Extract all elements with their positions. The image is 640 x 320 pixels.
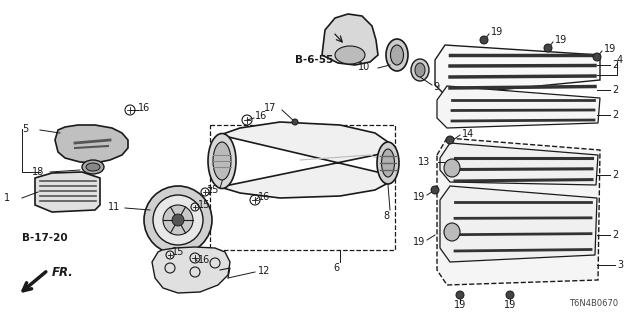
Ellipse shape — [390, 45, 403, 65]
Text: 13: 13 — [418, 157, 430, 167]
Text: FR.: FR. — [52, 266, 74, 278]
Text: 8: 8 — [383, 211, 389, 221]
Circle shape — [153, 195, 203, 245]
Text: 18: 18 — [32, 167, 44, 177]
Text: 2: 2 — [612, 85, 618, 95]
Text: 19: 19 — [555, 35, 567, 45]
Text: 19: 19 — [454, 300, 466, 310]
Text: 11: 11 — [108, 202, 120, 212]
Circle shape — [593, 53, 601, 61]
Text: 9: 9 — [433, 82, 439, 92]
Ellipse shape — [411, 59, 429, 81]
Ellipse shape — [213, 142, 231, 180]
Text: B-6-55: B-6-55 — [295, 55, 333, 65]
Polygon shape — [152, 247, 230, 293]
Text: 16: 16 — [198, 255, 211, 265]
Circle shape — [172, 214, 184, 226]
Text: 15: 15 — [198, 200, 211, 210]
Polygon shape — [435, 45, 600, 95]
Text: 12: 12 — [258, 266, 270, 276]
Ellipse shape — [82, 160, 104, 174]
Text: 2: 2 — [612, 230, 618, 240]
Ellipse shape — [444, 223, 460, 241]
Text: 19: 19 — [604, 44, 616, 54]
Ellipse shape — [208, 133, 236, 188]
Circle shape — [544, 44, 552, 52]
Text: 14: 14 — [462, 129, 474, 139]
Text: 3: 3 — [617, 260, 623, 270]
Text: 1: 1 — [4, 193, 10, 203]
Text: 16: 16 — [138, 103, 150, 113]
Circle shape — [480, 36, 488, 44]
Text: 16: 16 — [258, 192, 270, 202]
Text: 10: 10 — [358, 62, 371, 72]
Text: 2: 2 — [612, 60, 618, 70]
Ellipse shape — [415, 63, 425, 77]
Polygon shape — [322, 14, 378, 65]
Ellipse shape — [381, 149, 394, 177]
Ellipse shape — [86, 163, 100, 171]
Text: T6N4B0670: T6N4B0670 — [569, 299, 618, 308]
Text: B-17-20: B-17-20 — [22, 233, 68, 243]
Circle shape — [431, 186, 439, 194]
Circle shape — [456, 291, 464, 299]
Text: 19: 19 — [413, 192, 425, 202]
Ellipse shape — [377, 142, 399, 184]
Text: 16: 16 — [255, 111, 268, 121]
Circle shape — [506, 291, 514, 299]
Circle shape — [446, 136, 454, 144]
Text: 7: 7 — [206, 187, 212, 197]
Circle shape — [144, 186, 212, 254]
Ellipse shape — [444, 159, 460, 177]
Text: 2: 2 — [612, 110, 618, 120]
Polygon shape — [220, 122, 390, 198]
Text: 19: 19 — [491, 27, 503, 37]
Polygon shape — [437, 138, 600, 285]
Polygon shape — [440, 143, 598, 185]
Circle shape — [292, 119, 298, 125]
Ellipse shape — [386, 39, 408, 71]
Text: 15: 15 — [172, 247, 184, 257]
Text: 5: 5 — [22, 124, 28, 134]
Polygon shape — [55, 125, 128, 163]
Ellipse shape — [335, 46, 365, 64]
Polygon shape — [35, 172, 100, 212]
Text: 17: 17 — [264, 103, 276, 113]
Circle shape — [163, 205, 193, 235]
Polygon shape — [440, 186, 597, 262]
Text: 19: 19 — [504, 300, 516, 310]
Polygon shape — [437, 86, 600, 128]
Text: 15: 15 — [207, 185, 220, 195]
Text: 6: 6 — [333, 263, 339, 273]
Bar — [210, 125, 395, 250]
Text: 4: 4 — [617, 55, 623, 65]
Text: 2: 2 — [612, 170, 618, 180]
Text: 19: 19 — [413, 237, 425, 247]
